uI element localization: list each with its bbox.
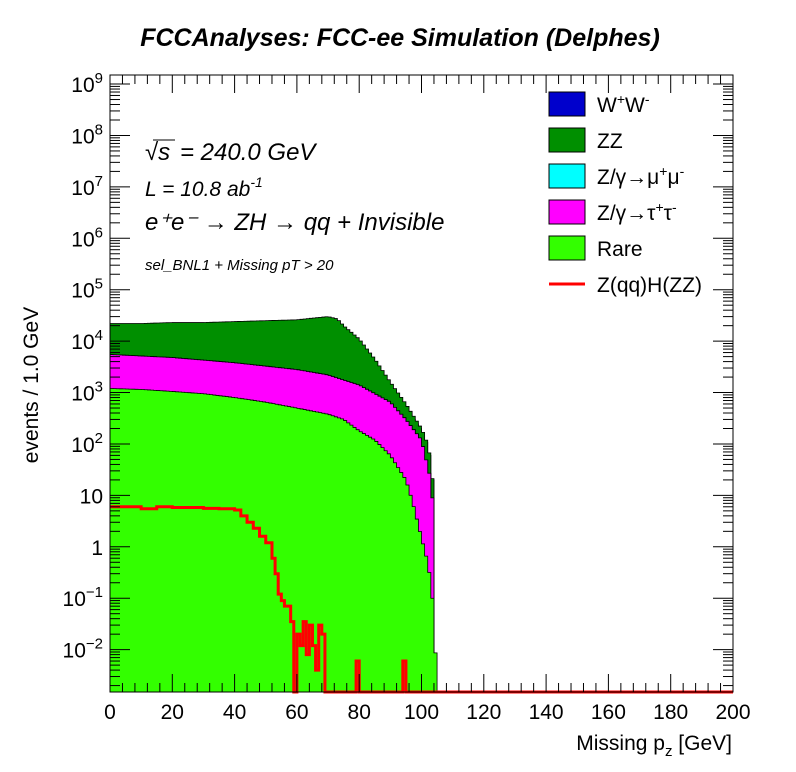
sqrt-s-annotation: = 240.0 GeV xyxy=(180,139,317,166)
legend-swatch-ww xyxy=(548,91,586,117)
x-tick-label: 0 xyxy=(104,701,116,724)
legend-label-signal: Z(qq)H(ZZ) xyxy=(597,274,702,297)
y-tick-label: 108 xyxy=(71,121,103,148)
x-tick-label: 40 xyxy=(223,701,246,724)
x-tick-label: 200 xyxy=(715,701,750,724)
legend-swatch-tautau xyxy=(548,199,586,225)
x-tick-label: 100 xyxy=(404,701,439,724)
signal-line xyxy=(110,505,733,694)
y-tick-label: 109 xyxy=(71,70,103,97)
legend-label-tautau: Z/γ→τ+τ- xyxy=(597,199,677,225)
y-tick-label: 10−1 xyxy=(63,584,103,611)
y-tick-label: 1 xyxy=(91,537,103,560)
selection-annotation: sel_BNL1 + Missing pT > 20 xyxy=(145,257,334,274)
lumi-annotation: L = 10.8 ab-1 xyxy=(145,174,263,201)
y-tick-label: 103 xyxy=(71,379,103,406)
y-tick-label: 102 xyxy=(71,430,103,457)
annotations: √s = 240.0 GeV L = 10.8 ab-1 e⁺e⁻ → ZH →… xyxy=(145,139,444,274)
y-tick-label: 10 xyxy=(80,485,103,508)
legend-swatch-rare xyxy=(548,235,586,261)
x-tick-label: 20 xyxy=(161,701,184,724)
legend-label-rare: Rare xyxy=(597,238,643,261)
stacked-histograms xyxy=(109,316,438,693)
legend-swatch-mumu xyxy=(548,163,586,189)
hist-rare xyxy=(109,388,438,693)
x-axis-label: Missing pz [GeV] xyxy=(576,732,732,760)
y-tick-label: 105 xyxy=(71,276,103,303)
x-tick-label: 120 xyxy=(466,701,501,724)
legend: W+W- ZZ Z/γ→μ+μ- Z/γ→τ+τ- Rare Z(qq)H(ZZ) xyxy=(548,91,702,297)
x-tick-label: 140 xyxy=(529,701,564,724)
y-axis: 10−2 10−1 1 10 102 103 104 105 106 107 108 109 xyxy=(63,70,733,687)
x-tick-label: 80 xyxy=(348,701,371,724)
legend-label-ww: W+W- xyxy=(597,91,650,117)
sqrt-s-symbol: √s xyxy=(145,139,170,166)
process-annotation: e⁺e⁻ → ZH → qq + Invisible xyxy=(145,209,444,236)
y-tick-label: 107 xyxy=(71,173,103,200)
y-tick-label: 106 xyxy=(71,224,103,251)
x-axis: 0 20 40 60 80 100 120 140 160 180 200 xyxy=(104,75,751,724)
y-tick-label: 10−2 xyxy=(63,636,103,663)
x-tick-label: 180 xyxy=(653,701,688,724)
y-axis-label: events / 1.0 GeV xyxy=(20,307,43,463)
x-tick-label: 60 xyxy=(285,701,308,724)
y-tick-label: 104 xyxy=(71,327,103,354)
signal-path xyxy=(110,505,733,694)
legend-label-zz: ZZ xyxy=(597,130,623,153)
legend-label-mumu: Z/γ→μ+μ- xyxy=(597,163,685,189)
chart-title: FCCAnalyses: FCC-ee Simulation (Delphes) xyxy=(140,24,660,52)
legend-swatch-zz xyxy=(548,127,586,153)
x-tick-label: 160 xyxy=(591,701,626,724)
